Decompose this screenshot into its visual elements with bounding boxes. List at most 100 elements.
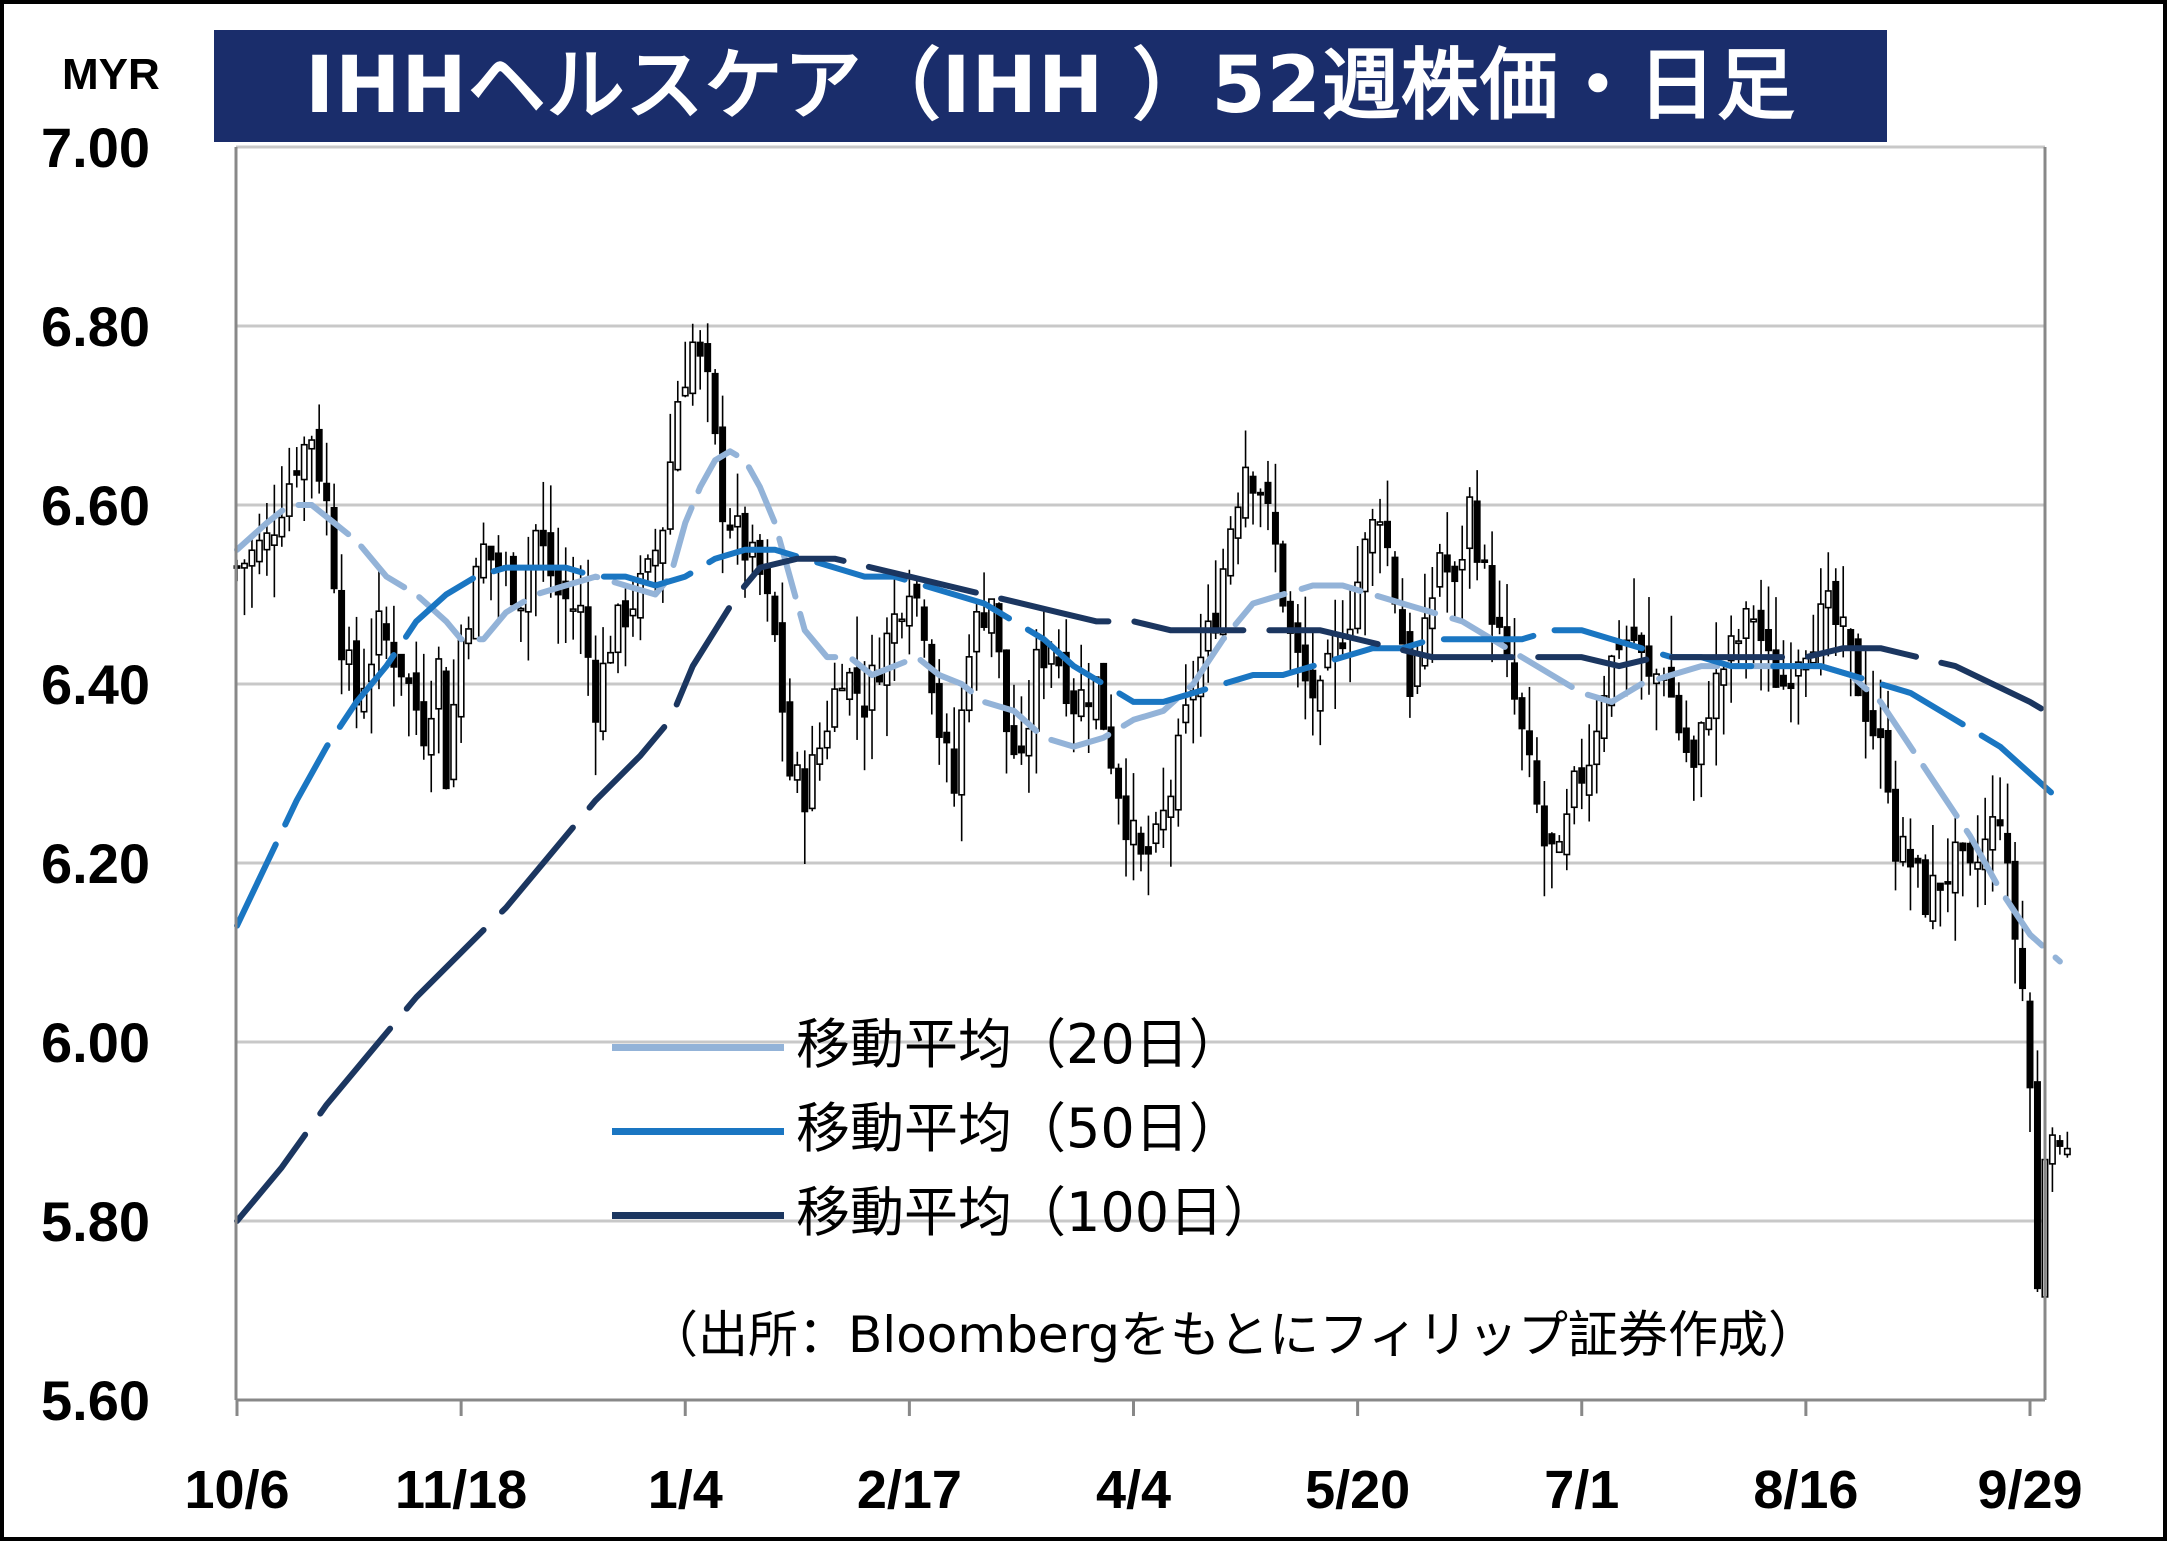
candle-body (1271, 511, 1279, 545)
candle-body (1204, 620, 1212, 652)
candle-body (1630, 626, 1638, 642)
candle-body (1264, 481, 1272, 504)
candle-body (255, 539, 263, 563)
legend-label-ma50: 移動平均（50日） (796, 1097, 1243, 1160)
candle-body (1548, 833, 1556, 845)
legend-label-ma100: 移動平均（100日） (796, 1181, 1278, 1244)
candle-body (704, 343, 712, 373)
candle-body (457, 638, 465, 718)
candle-body (1257, 491, 1264, 496)
candle-body (2004, 832, 2012, 864)
candle-body (2011, 860, 2019, 940)
candle-body (1137, 832, 1145, 855)
candle-body (1017, 745, 1025, 754)
candle-body (1242, 466, 1250, 519)
candle-body (1279, 543, 1287, 607)
candle-body (397, 653, 405, 678)
candle-body (1921, 859, 1929, 916)
candle-body (1787, 682, 1795, 690)
candle-body (1779, 674, 1787, 687)
candle-body (1593, 730, 1601, 766)
candle-body (965, 656, 973, 712)
candle-body (793, 764, 801, 781)
candle-body (1690, 739, 1698, 768)
x-tick-label: 11/18 (395, 1460, 527, 1520)
candle-body (861, 705, 869, 718)
candle-body (1451, 565, 1459, 583)
candle-body (1989, 816, 1997, 851)
candle-body (1406, 631, 1414, 698)
candle-body (1234, 506, 1242, 539)
candle-body (1077, 689, 1085, 718)
y-tick-label: 5.60 (41, 1369, 150, 1432)
candle-body (1159, 809, 1167, 831)
candle-body (592, 659, 600, 723)
candle-body (1443, 554, 1451, 573)
candle-body (973, 610, 981, 653)
candle-body (995, 603, 1003, 653)
candle-body (1518, 697, 1526, 730)
candle-body (1638, 634, 1646, 654)
candle-body (323, 482, 331, 502)
y-tick-label: 6.80 (41, 295, 150, 358)
candle-body (1309, 669, 1317, 699)
candle-body (629, 608, 637, 617)
candle-body (689, 341, 697, 395)
candle-body (1906, 848, 1914, 868)
candle-body (816, 747, 824, 765)
candle-body (315, 428, 323, 482)
candle-body (263, 532, 271, 551)
candle-body (1996, 819, 2004, 827)
legend-item-ma100: 移動平均（100日） (612, 1173, 1332, 1253)
legend-item-ma50: 移動平均（50日） (612, 1089, 1332, 1169)
candle-body (1361, 538, 1369, 593)
candle-body (1122, 795, 1130, 841)
candle-body (2033, 1081, 2041, 1290)
candle-body (935, 683, 943, 738)
candle-body (1003, 649, 1010, 733)
candle-body (584, 606, 592, 658)
candle-body (659, 529, 667, 564)
candle-body (823, 730, 831, 749)
candle-body (2048, 1134, 2056, 1165)
candle-body (1436, 552, 1444, 588)
y-axis-unit: MYR (62, 50, 160, 99)
candle-body (330, 507, 338, 590)
candle-body (1936, 882, 1944, 891)
candle-body (248, 549, 256, 567)
candle-body (524, 565, 532, 613)
candle-body (420, 701, 428, 747)
candle-body (1750, 618, 1758, 623)
moving-average-lines (234, 448, 2063, 1224)
candle-body (1339, 642, 1347, 650)
candle-body (1070, 690, 1078, 715)
candle-body (1040, 640, 1048, 669)
candle-body (480, 543, 488, 579)
candle-body (1219, 568, 1227, 636)
candle-body (651, 549, 659, 567)
candle-body (1025, 727, 1033, 757)
candle-body (1144, 846, 1152, 855)
candle-body (868, 664, 876, 711)
x-tick-label: 10/6 (184, 1460, 289, 1520)
x-tick-label: 8/16 (1753, 1460, 1858, 1520)
y-tick-label: 6.20 (41, 832, 150, 895)
candle-body (1167, 795, 1175, 818)
candle-body (1563, 813, 1571, 856)
candle-body (1354, 581, 1362, 630)
candle-body (801, 768, 809, 813)
candle-body (1869, 710, 1877, 737)
candle-body (988, 598, 996, 634)
candle-body (517, 607, 525, 612)
candle-body (509, 555, 517, 606)
gridlines (236, 145, 2045, 1223)
candle-body (1458, 558, 1466, 571)
x-tick-label: 4/4 (1096, 1460, 1171, 1520)
candle-body (1854, 638, 1862, 697)
candle-body (1182, 704, 1190, 724)
legend-swatch-ma100 (612, 1212, 784, 1219)
candle-body (1488, 565, 1496, 625)
candle-body (666, 461, 674, 530)
candle-body (300, 443, 308, 481)
